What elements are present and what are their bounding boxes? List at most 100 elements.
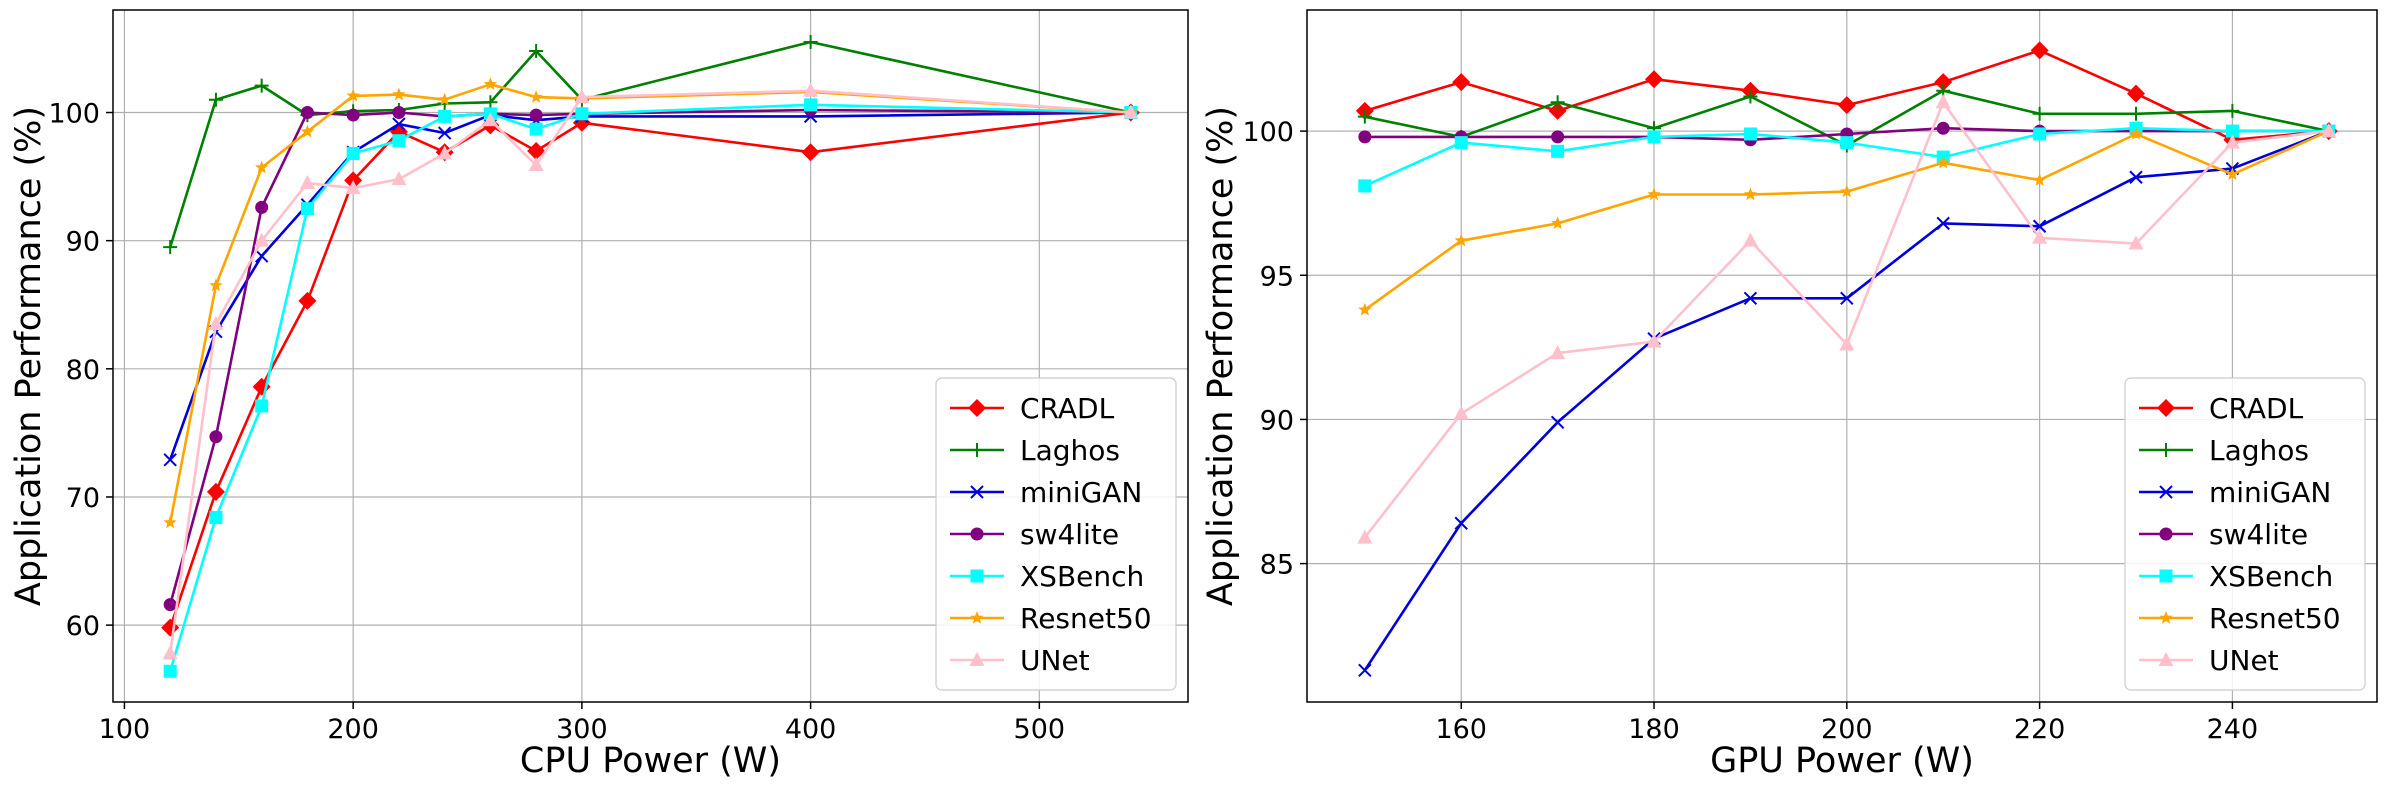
data-point-sw4lite bbox=[1936, 121, 1950, 135]
data-point-sw4lite bbox=[1551, 130, 1565, 144]
data-point-unet bbox=[2032, 229, 2048, 244]
legend-marker bbox=[2159, 443, 2173, 457]
data-point-unet bbox=[1646, 333, 1662, 348]
data-point-unet bbox=[299, 175, 315, 189]
data-point-resnet50 bbox=[1358, 302, 1372, 316]
legend-label: CRADL bbox=[1020, 392, 1115, 425]
series-line-laghos bbox=[168, 40, 1132, 248]
x-tick-label: 240 bbox=[2207, 714, 2259, 745]
data-point-resnet50 bbox=[1743, 187, 1758, 201]
legend-box bbox=[2124, 377, 2366, 691]
data-point-unet bbox=[208, 315, 224, 330]
legend-label: sw4lite bbox=[2209, 518, 2308, 551]
x-tick-label: 160 bbox=[1435, 714, 1487, 745]
legend-marker bbox=[968, 399, 986, 417]
legend-item-laghos: Laghos bbox=[950, 434, 1120, 467]
legend-marker bbox=[970, 443, 984, 457]
legend-marker bbox=[970, 611, 984, 624]
data-point-cradl bbox=[801, 143, 820, 162]
y-tick-label: 70 bbox=[66, 483, 100, 514]
legend-item-minigan: miniGAN bbox=[2139, 476, 2331, 509]
data-point-unet bbox=[254, 232, 270, 247]
data-point-unet bbox=[2224, 134, 2240, 149]
x-tick-label: 220 bbox=[2014, 714, 2066, 745]
data-point-unet bbox=[482, 112, 498, 127]
legend-label: UNet bbox=[1020, 644, 1090, 677]
data-point-laghos bbox=[483, 95, 498, 110]
data-point-resnet50 bbox=[1936, 155, 1950, 169]
data-point-xsbench bbox=[1551, 144, 1565, 158]
plot-area bbox=[1355, 41, 2338, 677]
legend-label: Resnet50 bbox=[1020, 602, 1152, 635]
legend-item-xsbench: XSBench bbox=[950, 560, 1144, 593]
legend-label: sw4lite bbox=[1020, 518, 1119, 551]
data-point-minigan bbox=[1840, 291, 1854, 306]
data-point-xsbench bbox=[346, 147, 360, 161]
data-point-unet bbox=[437, 145, 453, 160]
data-point-minigan bbox=[1743, 291, 1758, 306]
legend-marker bbox=[970, 485, 984, 499]
data-point-resnet50 bbox=[1551, 216, 1565, 229]
data-point-unet bbox=[1453, 405, 1469, 420]
data-point-unet bbox=[2321, 123, 2337, 138]
data-point-xsbench bbox=[392, 134, 406, 148]
x-tick-label: 180 bbox=[1628, 714, 1680, 745]
legend-item-sw4lite: sw4lite bbox=[950, 518, 1119, 551]
y-axis-label: Application Performance (%) bbox=[1201, 106, 1241, 606]
data-point-resnet50 bbox=[346, 88, 360, 102]
data-point-unet bbox=[1839, 336, 1855, 351]
legend-label: miniGAN bbox=[2209, 476, 2331, 509]
axes-frame bbox=[1306, 9, 2378, 703]
data-point-cradl bbox=[1452, 73, 1471, 92]
data-point-resnet50 bbox=[163, 515, 177, 529]
data-point-sw4lite bbox=[1358, 130, 1372, 144]
x-axis-label: CPU Power (W) bbox=[520, 741, 781, 781]
legend-item-resnet50: Resnet50 bbox=[950, 602, 1152, 635]
legend-item-cradl: CRADL bbox=[2139, 392, 2304, 425]
y-tick-label: 95 bbox=[1260, 261, 1294, 292]
legend-item-minigan: miniGAN bbox=[950, 476, 1142, 509]
legend-marker bbox=[2159, 569, 2173, 583]
data-point-xsbench bbox=[1840, 136, 1854, 150]
data-point-laghos bbox=[2129, 106, 2144, 121]
data-point-minigan bbox=[1358, 663, 1372, 677]
data-point-sw4lite bbox=[163, 598, 177, 612]
data-point-sw4lite bbox=[255, 200, 269, 214]
data-point-minigan bbox=[1454, 516, 1468, 530]
gpu-power-chart: 160 180 200 220 240 85 90 95 100 GPU Power (W) App… bbox=[1201, 9, 2378, 781]
data-point-laghos bbox=[803, 35, 818, 50]
legend-item-cradl: CRADL bbox=[950, 392, 1115, 425]
data-point-unet bbox=[803, 82, 819, 97]
data-point-unet bbox=[574, 89, 590, 104]
legend-marker bbox=[2158, 652, 2174, 666]
data-point-resnet50 bbox=[1840, 184, 1854, 198]
data-point-laghos bbox=[1743, 89, 1758, 104]
x-tick-label: 300 bbox=[556, 714, 608, 745]
x-axis-label: GPU Power (W) bbox=[1710, 741, 1974, 781]
series-unet bbox=[1357, 94, 2337, 544]
y-tick-label: 60 bbox=[66, 611, 100, 642]
data-point-sw4lite bbox=[209, 430, 223, 444]
y-tick-label: 80 bbox=[66, 355, 100, 386]
y-tick-label: 100 bbox=[1242, 117, 1294, 148]
data-point-cradl bbox=[2030, 41, 2049, 60]
legend-marker bbox=[2159, 527, 2173, 541]
data-point-unet bbox=[1123, 104, 1139, 119]
data-point-minigan bbox=[1550, 415, 1565, 430]
data-point-xsbench bbox=[255, 399, 269, 413]
legend-box bbox=[935, 377, 1177, 691]
y-tick-label: 90 bbox=[66, 227, 100, 258]
data-point-resnet50 bbox=[483, 77, 498, 90]
data-point-laghos bbox=[2032, 106, 2047, 121]
data-point-cradl bbox=[206, 482, 225, 501]
data-point-xsbench bbox=[2225, 124, 2239, 138]
data-point-unet bbox=[1935, 94, 1951, 109]
legend: CRADL Laghos miniGAN sw4lite XSBench Resnet50… bbox=[935, 377, 1177, 691]
data-point-cradl bbox=[1934, 73, 1953, 92]
x-tick-label: 200 bbox=[1821, 714, 1873, 745]
data-point-unet bbox=[391, 171, 407, 186]
y-tick-label: 85 bbox=[1260, 550, 1294, 581]
series-xsbench bbox=[1358, 121, 2336, 193]
data-point-xsbench bbox=[1647, 130, 1661, 144]
legend-label: miniGAN bbox=[1020, 476, 1142, 509]
